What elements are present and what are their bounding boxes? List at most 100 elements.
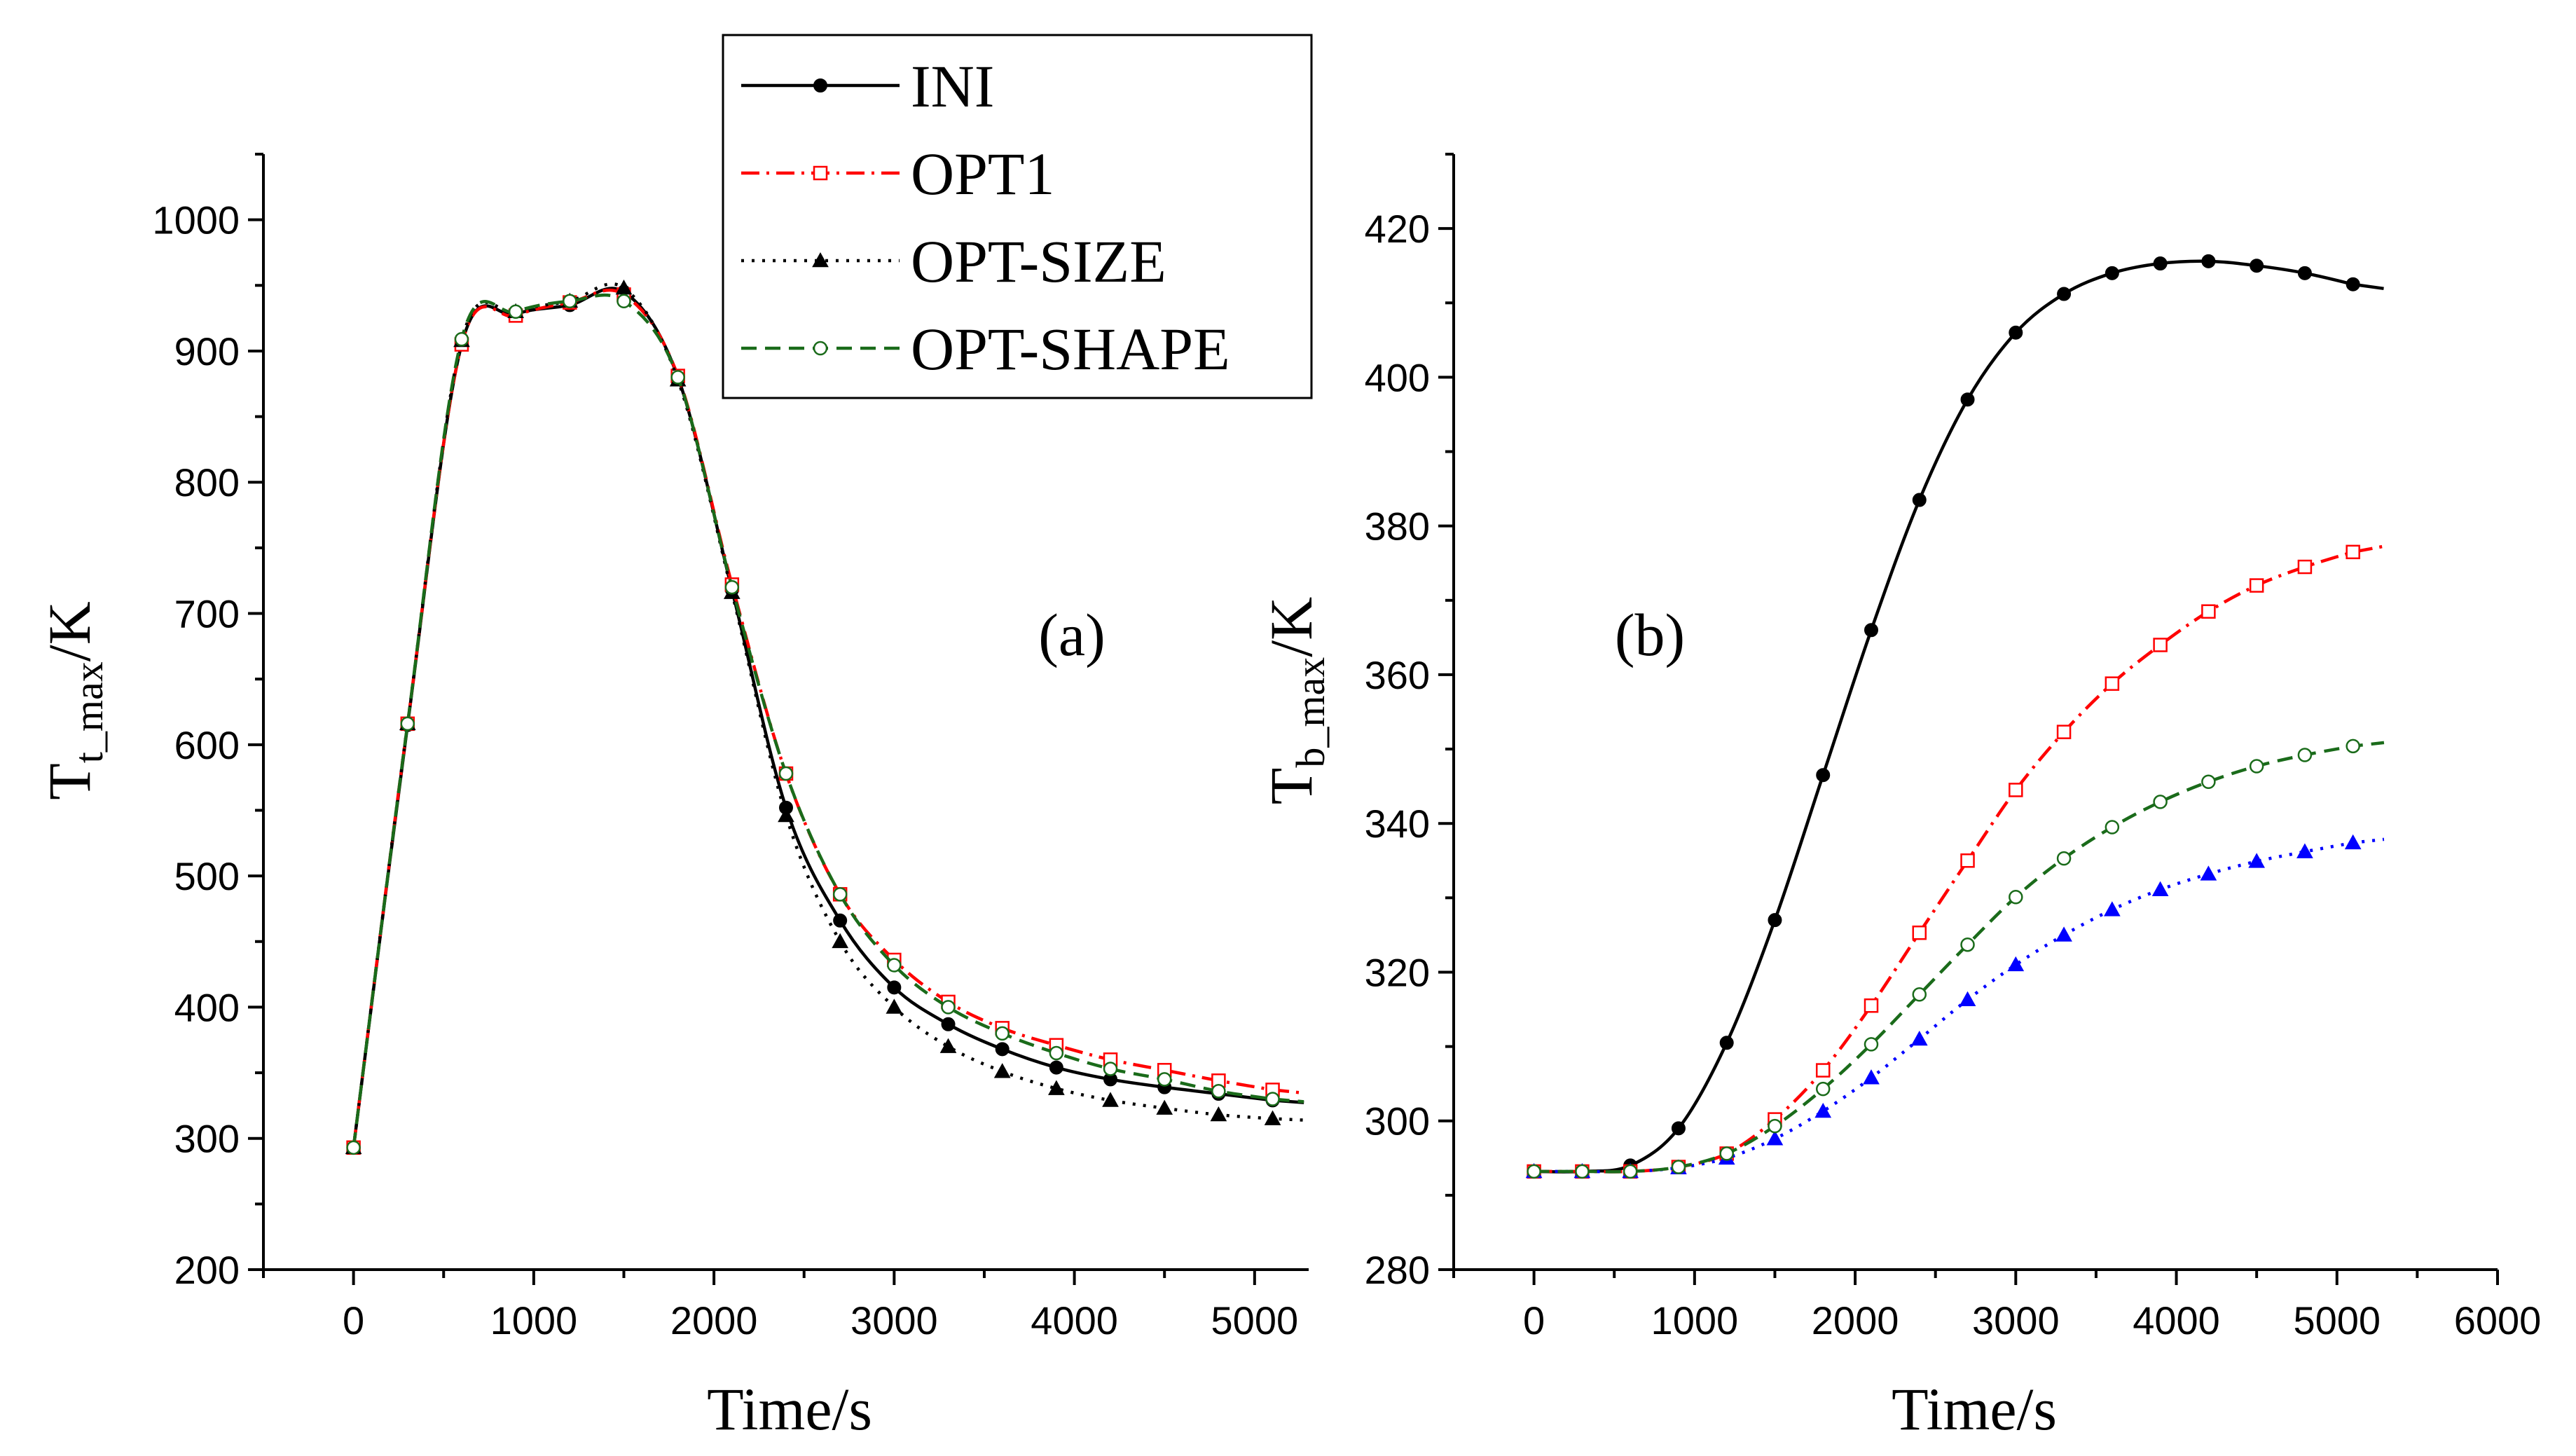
panel-b-point-opt-size xyxy=(1814,1102,1832,1118)
panel-a-point-opt-size xyxy=(993,1063,1011,1078)
panel-b-point-opt-shape xyxy=(2201,774,2216,790)
panel-b-point-opt-shape xyxy=(2153,795,2168,809)
panel-b-point-ini xyxy=(2297,266,2312,280)
legend-item-opt-shape: OPT-SHAPE xyxy=(741,315,1230,383)
panel-a-point-opt-shape xyxy=(454,331,469,347)
panel-b-series-opt-size xyxy=(1525,834,2385,1179)
panel-a-x-tick-label: 5000 xyxy=(1211,1298,1299,1342)
panel-a-point-opt-shape xyxy=(724,579,740,595)
panel-b-y-title-sub: b_max xyxy=(1288,657,1333,768)
panel-b-point-opt-shape xyxy=(2105,820,2120,835)
panel-b-y-tick-label: 400 xyxy=(1365,355,1430,399)
panel-b-point-ini xyxy=(2057,287,2072,301)
panel-a-label: (a) xyxy=(1038,601,1105,668)
panel-b-point-opt-shape xyxy=(1719,1146,1734,1161)
panel-b-series-opt-shape xyxy=(1527,739,2385,1179)
legend-swatch-marker xyxy=(813,165,828,181)
panel-b-point-opt-size xyxy=(2151,881,2169,896)
panel-a-point-opt-size xyxy=(1210,1106,1227,1122)
panel-b-y-tick-label: 300 xyxy=(1365,1099,1430,1143)
panel-a-point-opt-shape xyxy=(887,958,902,973)
panel-b-point-ini xyxy=(1960,392,1975,407)
panel-a-point-opt-shape xyxy=(508,304,523,320)
panel-b-point-opt-shape xyxy=(1527,1164,1541,1179)
panel-b-y-tick-label: 320 xyxy=(1365,950,1430,994)
panel-a-y-tick-label: 200 xyxy=(174,1248,240,1292)
panel-b-y-tick-label: 340 xyxy=(1365,802,1430,846)
panel-a-x-tick-label: 4000 xyxy=(1031,1298,1118,1342)
panel-b-point-opt1 xyxy=(2297,559,2313,575)
panel-b-label: (b) xyxy=(1615,601,1685,668)
panel-a-y-tick-label: 300 xyxy=(174,1117,240,1161)
panel-b-point-opt-shape xyxy=(1768,1118,1782,1134)
panel-b-point-ini xyxy=(1864,623,1878,638)
panel-a-series-ini xyxy=(346,284,1304,1155)
panel-b-y-tick-label: 380 xyxy=(1365,504,1430,549)
panel-b-point-opt-size xyxy=(2200,865,2217,881)
legend-swatch-marker xyxy=(813,341,828,356)
panel-b-point-opt-shape xyxy=(2056,851,2072,866)
panel-b-x-tick-label: 3000 xyxy=(1972,1298,2060,1342)
panel-a-point-ini xyxy=(941,1017,956,1031)
panel-b-point-ini xyxy=(1719,1036,1734,1050)
panel-a-point-opt-size xyxy=(1264,1110,1281,1125)
panel-a-line-opt-size xyxy=(352,282,1304,1148)
panel-b-point-ini xyxy=(2201,254,2216,268)
panel-b-point-opt1 xyxy=(1864,998,1879,1013)
legend-label: INI xyxy=(911,53,994,120)
panel-a-y-tick-label: 700 xyxy=(174,592,240,636)
panel-a-point-ini xyxy=(833,913,848,928)
legend-item-opt-size: OPT-SIZE xyxy=(741,228,1166,295)
panel-a-y-tick-label: 800 xyxy=(174,460,240,504)
panel-b-series xyxy=(1525,254,2385,1179)
panel-b-axes: 280 300 320 340 360 380 400 420 0 1000 2000 3000 400… xyxy=(1365,153,2542,1342)
panel-a-point-opt-shape xyxy=(995,1026,1010,1041)
panel-a-point-opt-shape xyxy=(1157,1072,1172,1087)
panel-a-y-tick-label: 600 xyxy=(174,723,240,767)
panel-b-point-opt-size xyxy=(2055,926,2072,942)
legend-swatch-marker xyxy=(812,252,829,268)
panel-b-x-tick-label: 0 xyxy=(1523,1298,1545,1342)
panel-b-point-ini xyxy=(2250,259,2264,273)
panel-b-point-ini xyxy=(1768,913,1782,928)
panel-b-point-opt-size xyxy=(2344,834,2362,850)
panel-a-y-tick-label: 900 xyxy=(174,329,240,373)
panel-a-point-opt-shape xyxy=(1049,1045,1064,1061)
panel-a-y-tick-label: 1000 xyxy=(152,198,240,242)
panel-b-point-opt-size xyxy=(2296,843,2313,858)
panel-a: 200 300 400 500 600 700 800 900 1000 0 1000 2000 300… xyxy=(36,153,1309,1443)
panel-b-x-axis-title: Time/s xyxy=(1892,1375,2057,1443)
panel-b-point-opt-shape xyxy=(1671,1160,1686,1174)
legend: INI OPT1 OPT-SIZE OPT-SHAPE xyxy=(722,34,1313,399)
legend-item-opt1: OPT1 xyxy=(741,140,1054,207)
panel-b-point-opt-size xyxy=(1766,1130,1784,1146)
panel-a-point-opt-shape xyxy=(617,294,631,309)
panel-b-point-opt-size xyxy=(2248,853,2266,868)
panel-a-point-opt-size xyxy=(615,280,633,295)
panel-a-point-opt-shape xyxy=(1103,1062,1118,1076)
panel-a-x-axis-title: Time/s xyxy=(707,1375,872,1443)
panel-b-point-opt-shape xyxy=(1575,1164,1590,1179)
panel-b-y-title-main: T xyxy=(1258,768,1325,805)
panel-b-point-opt1 xyxy=(1912,925,1927,940)
panel-a-point-opt-shape xyxy=(1211,1084,1226,1099)
panel-b-x-tick-label: 6000 xyxy=(2454,1298,2542,1342)
panel-a-point-opt-shape xyxy=(1265,1092,1280,1106)
panel-b-point-opt-shape xyxy=(2346,739,2360,754)
panel-a-y-title-main: T xyxy=(36,763,103,800)
panel-b-point-opt-size xyxy=(2103,901,2121,916)
svg-text:Tt_max/K: Tt_max/K xyxy=(36,601,111,800)
legend-box xyxy=(722,34,1313,399)
panel-a-point-opt-shape xyxy=(670,370,685,385)
panel-b-point-opt1 xyxy=(2249,578,2264,593)
panel-b-point-ini xyxy=(2105,266,2119,280)
panel-b-x-tick-label: 4000 xyxy=(2133,1298,2220,1342)
panel-b-point-opt-size xyxy=(1959,991,1976,1007)
panel-b-point-opt-shape xyxy=(2249,759,2264,774)
panel-b-point-ini xyxy=(1671,1121,1686,1136)
panel-b: 280 300 320 340 360 380 400 420 0 1000 2000 3000 400… xyxy=(1258,153,2542,1443)
legend-swatch-marker xyxy=(813,78,827,92)
panel-a-point-opt-size xyxy=(886,998,903,1014)
panel-a-point-opt-shape xyxy=(400,716,415,732)
